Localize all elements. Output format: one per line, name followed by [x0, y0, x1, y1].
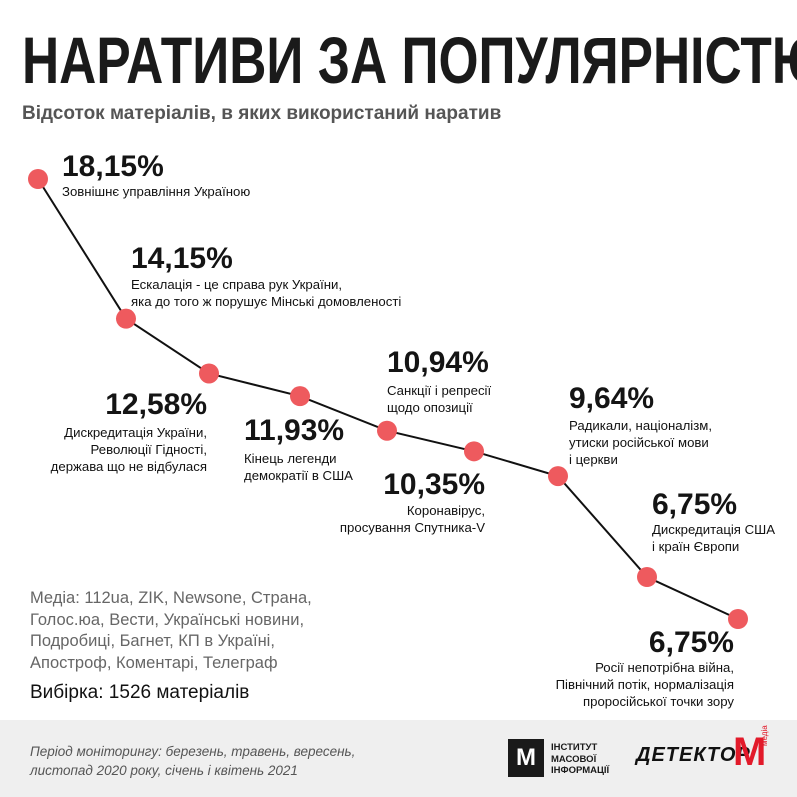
data-label-text-8-2: і країн Європи — [652, 539, 739, 554]
data-point-6 — [464, 441, 484, 462]
data-label-text-9-2: Північний потік, нормалізація — [556, 677, 734, 692]
data-label-text-7-1: Радикали, націоналізм, — [569, 418, 712, 433]
data-label-value-1: 18,15% — [62, 150, 164, 183]
data-point-1 — [28, 169, 48, 189]
data-label-text-9-3: проросійської точки зору — [583, 694, 734, 709]
page-subtitle: Відсоток матеріалів, в яких використаний… — [22, 103, 502, 124]
data-label-text-6-2: просування Спутника-V — [340, 520, 485, 535]
detector-logo-media: медіа — [760, 725, 769, 746]
detector-logo-m: М — [733, 730, 767, 774]
data-label-value-6: 10,35% — [383, 468, 485, 501]
sample-size: Вибірка: 1526 матеріалів — [30, 682, 250, 703]
data-label-text-3-2: Революції Гідності, — [91, 442, 207, 457]
data-label-text-3-3: держава що не відбулася — [51, 459, 207, 474]
data-label-text-2-1: Ескалація - це справа рук України, — [131, 277, 342, 292]
data-label-text-7-3: і церкви — [569, 452, 618, 467]
data-label-value-8: 6,75% — [652, 488, 737, 521]
data-label-text-5-1: Санкції і репресії — [387, 383, 491, 398]
data-label-text-4-1: Кінець легенди — [244, 451, 337, 466]
data-point-4 — [290, 386, 310, 407]
imi-logo: М — [508, 739, 544, 777]
data-label-value-2: 14,15% — [131, 242, 233, 275]
chart-marks: 18,15%Зовнішнє управління Україною 14,15%… — [28, 150, 775, 709]
page-title: НАРАТИВИ ЗА ПОПУЛЯРНІСТЮ — [22, 23, 797, 97]
data-point-7 — [548, 466, 568, 487]
data-point-5 — [377, 420, 397, 441]
monitoring-period: Період моніторингу: березень, травень, в… — [30, 744, 356, 778]
data-label-value-5: 10,94% — [387, 346, 489, 379]
data-label-text-8-1: Дискредитація США — [652, 522, 775, 537]
data-point-8 — [637, 567, 657, 587]
detector-logo-text: ДЕТЕКТОР — [636, 744, 751, 766]
data-label-text-1-1: Зовнішнє управління Україною — [62, 184, 250, 199]
data-point-9 — [728, 609, 748, 629]
imi-logo-text: ІНСТИТУТ МАСОВОЇ ІНФОРМАЦІЇ — [551, 742, 610, 776]
data-point-2 — [116, 308, 136, 329]
data-label-value-7: 9,64% — [569, 382, 654, 415]
data-label-value-3: 12,58% — [105, 388, 207, 421]
data-label-value-9: 6,75% — [649, 626, 734, 659]
data-label-text-5-2: щодо опозиції — [387, 400, 473, 415]
media-list: Медіа: 112ua, ZIK, Newsone, Страна, Голо… — [30, 589, 312, 672]
data-label-text-6-1: Коронавірус, — [407, 503, 485, 518]
data-label-text-3-1: Дискредитація України, — [64, 425, 207, 440]
data-label-text-7-2: утиски російської мови — [569, 435, 709, 450]
data-point-3 — [199, 363, 219, 384]
data-label-text-9-1: Росії непотрібна війна, — [595, 660, 734, 675]
data-label-value-4: 11,93% — [244, 414, 344, 447]
data-label-text-2-2: яка до того ж порушує Мінські домовленос… — [131, 294, 401, 309]
data-label-text-4-2: демократії в США — [244, 468, 353, 483]
footer — [0, 720, 797, 797]
